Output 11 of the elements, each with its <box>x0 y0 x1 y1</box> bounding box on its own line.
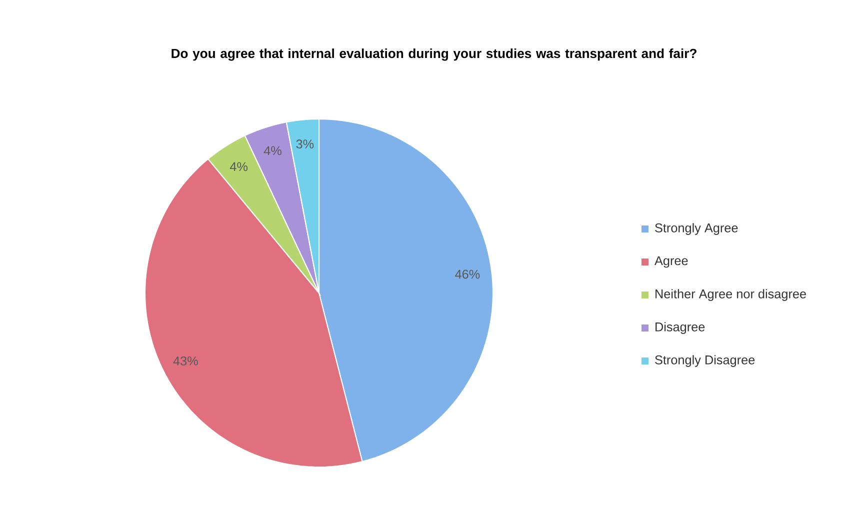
data-label: 46% <box>455 270 480 279</box>
data-label: 4% <box>230 162 248 172</box>
legend-label: Strongly Agree <box>655 223 738 235</box>
legend-label: Disagree <box>656 322 705 334</box>
data-label: 4% <box>264 146 282 156</box>
data-label: 43% <box>173 356 198 366</box>
data-label: 3% <box>296 140 314 149</box>
legend-label: Strongly Disagree <box>655 355 755 367</box>
legend-label: Agree <box>654 256 688 268</box>
legend-label: Neither Agree nor disagree <box>656 289 806 301</box>
chart-title: Do you agree that internal evaluation during your studies was transparent and fair? <box>172 48 696 61</box>
